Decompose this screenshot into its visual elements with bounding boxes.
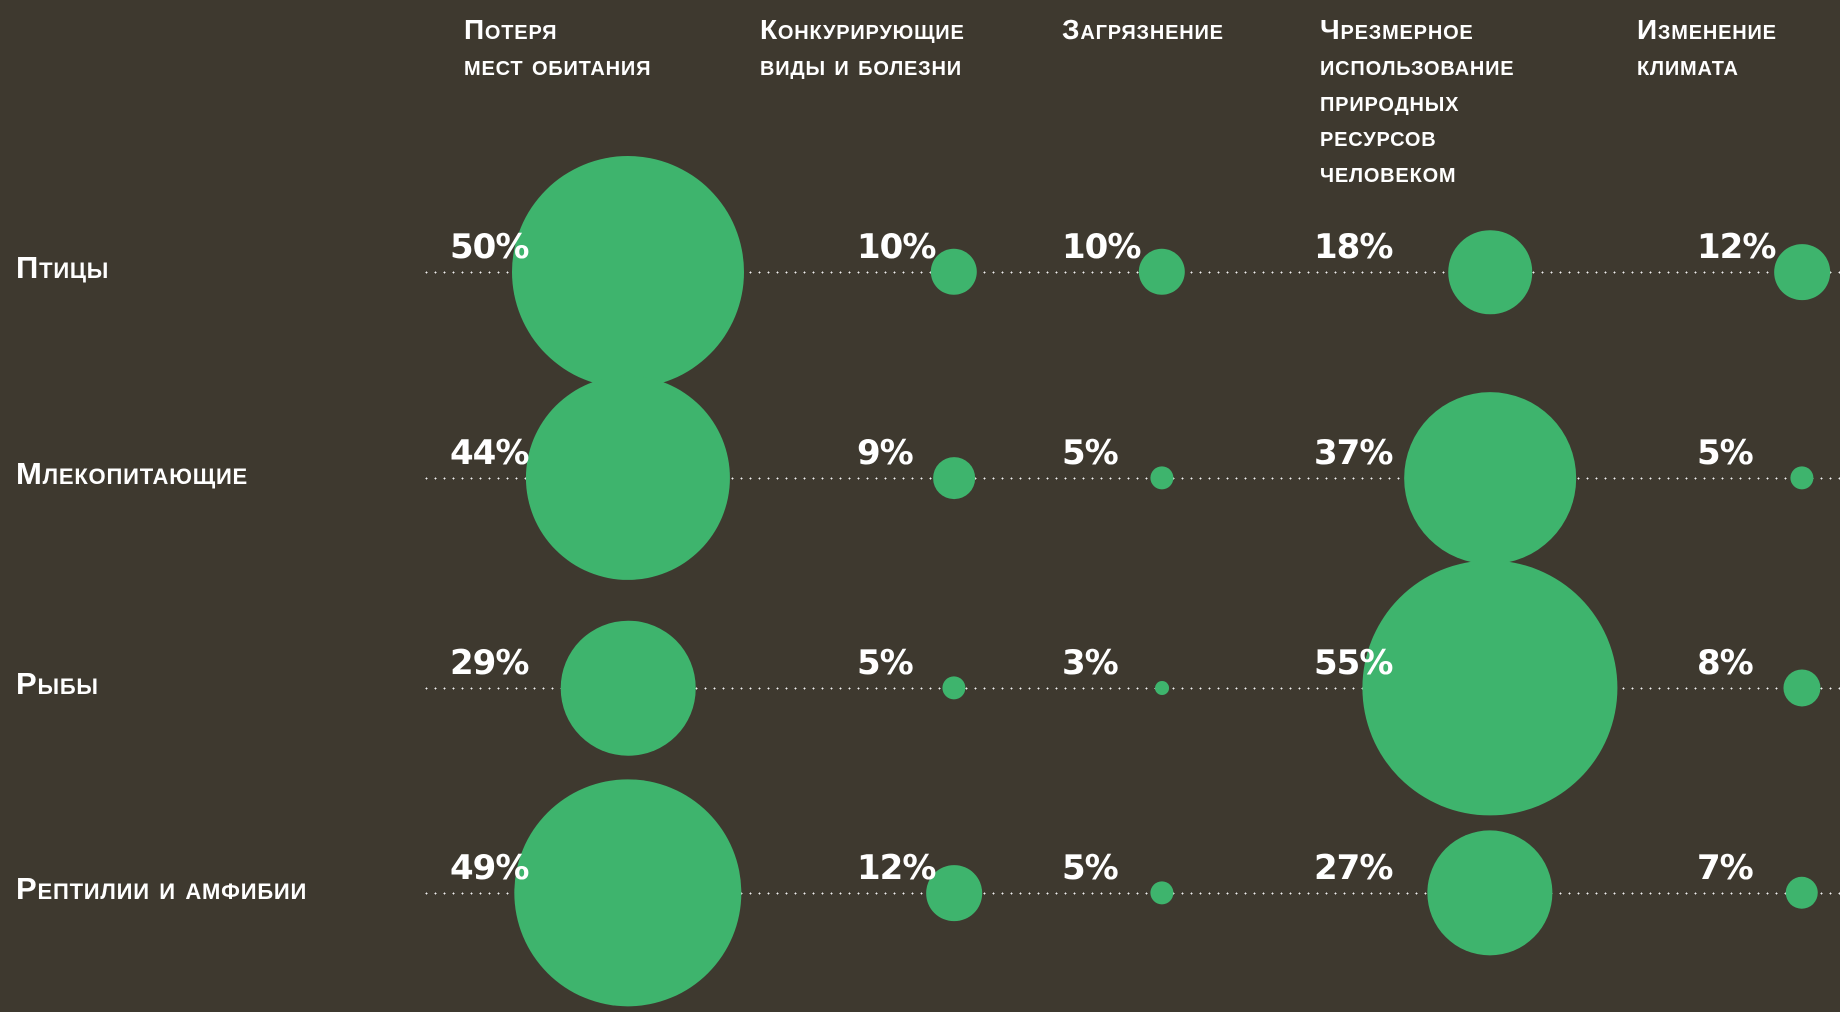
percent-label: 10% [1062,227,1141,267]
percent-label: 12% [1697,227,1776,267]
percent-label: 5% [857,643,914,683]
bubble [514,779,742,1007]
column-header: Чрезмерное использование природных ресур… [1320,14,1515,189]
bubble [1404,392,1576,564]
percent-label: 12% [857,848,936,888]
percent-label: 29% [450,643,529,683]
percent-label: 5% [1062,433,1119,473]
bubble [560,620,696,756]
bubble [1138,248,1186,296]
percent-label: 55% [1314,643,1393,683]
bubble [1790,466,1814,490]
percent-label: 44% [450,433,529,473]
row-label: Птицы [16,250,110,285]
column-header: Конкурирующие виды и болезни [760,14,965,81]
bubble [1362,560,1618,816]
bubble [525,375,731,581]
percent-label: 18% [1314,227,1393,267]
column-header: Потеря мест обитания [464,14,652,81]
row-label: Рептилии и амфибии [16,871,308,906]
percent-label: 8% [1697,643,1754,683]
row-dotted-line [422,687,1840,690]
bubble [1785,876,1819,910]
percent-label: 5% [1062,848,1119,888]
percent-label: 27% [1314,848,1393,888]
bubble [1783,669,1821,707]
bubble [1774,244,1830,300]
percent-label: 37% [1314,433,1393,473]
bubble [1150,881,1174,905]
bubble [930,248,978,296]
bubble [1448,230,1532,314]
percent-label: 9% [857,433,914,473]
bubble [933,457,975,499]
bubble [926,865,982,921]
bubble [1155,681,1169,695]
bubble [1150,466,1174,490]
bubble [512,156,744,388]
bubble [1427,830,1553,956]
row-dotted-line [422,477,1840,480]
percent-label: 49% [450,848,529,888]
percent-label: 3% [1062,643,1119,683]
column-header: Изменение климата [1637,14,1777,81]
percent-label: 50% [450,227,529,267]
row-label: Млекопитающие [16,456,249,491]
bubble [942,676,966,700]
column-header: Загрязнение [1062,14,1224,45]
percent-label: 10% [857,227,936,267]
row-dotted-line [422,271,1840,274]
row-dotted-line [422,892,1840,895]
row-label: Рыбы [16,666,99,701]
percent-label: 5% [1697,433,1754,473]
percent-label: 7% [1697,848,1754,888]
